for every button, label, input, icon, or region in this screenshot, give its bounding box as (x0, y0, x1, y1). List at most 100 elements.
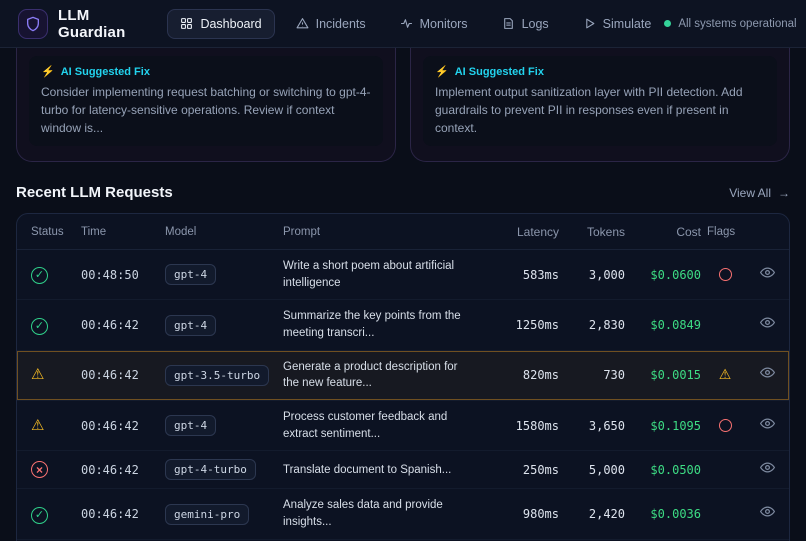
table-header-row: Status Time Model Prompt Latency Tokens … (17, 214, 789, 250)
view-all-label: View All (729, 185, 771, 200)
table-body: ✓ 00:48:50 gpt-4 Write a short poem abou… (17, 250, 789, 541)
model-cell: gemini-pro (165, 503, 283, 525)
cost-value: $0.0015 (650, 368, 701, 383)
model-badge: gpt-4 (165, 415, 217, 437)
prompt-text: Analyze sales data and provide insights.… (283, 499, 443, 529)
ai-fix-text: Consider implementing request batching o… (41, 85, 371, 135)
status-icon: × (31, 461, 48, 479)
ai-suggested-fix-box: AI Suggested Fix Consider implementing r… (29, 56, 383, 146)
view-details-eye-icon[interactable] (760, 265, 775, 280)
model-badge: gpt-4 (165, 314, 217, 336)
section-title: Recent LLM Requests (16, 184, 173, 201)
cost-value: $0.0036 (650, 507, 701, 522)
status-cell: ✓ (31, 505, 81, 524)
col-latency: Latency (516, 224, 559, 239)
nav-item-monitors[interactable]: Monitors (387, 9, 481, 39)
pulse-icon (400, 19, 412, 28)
fix-cards-row: AI Suggested Fix Consider implementing r… (0, 48, 806, 162)
ai-fix-label: AI Suggested Fix (60, 65, 150, 78)
ai-fix-label-row: AI Suggested Fix (435, 65, 765, 78)
actions-cell (749, 315, 775, 335)
tokens-value: 2,830 (588, 318, 625, 333)
model-cell: gpt-4-turbo (165, 459, 283, 481)
view-details-eye-icon[interactable] (760, 416, 775, 431)
ai-fix-label: AI Suggested Fix (454, 65, 544, 78)
col-time: Time (81, 225, 107, 238)
status-icon: ✓ (31, 267, 48, 285)
nav-item-incidents[interactable]: Incidents (283, 9, 379, 39)
ai-suggested-fix-box: AI Suggested Fix Implement output saniti… (423, 56, 777, 146)
status-icon: ✓ (31, 506, 48, 524)
table-row[interactable]: ✓ 00:46:42 gemini-pro Analyze sales data… (17, 489, 789, 540)
time-value: 00:46:42 (81, 462, 139, 477)
nav-label: Monitors (419, 16, 468, 31)
col-tokens: Tokens (586, 224, 625, 239)
time-value: 00:48:50 (81, 267, 139, 282)
shield-logo-icon (18, 8, 48, 39)
cost-value: $0.1095 (650, 418, 701, 433)
col-flags: Flags (707, 225, 736, 238)
play-icon (585, 18, 595, 29)
brand: LLM Guardian (18, 7, 125, 41)
cost-value: $0.0600 (650, 267, 701, 282)
nav-item-logs[interactable]: Logs (489, 9, 562, 39)
flags-cell (701, 417, 749, 435)
cost-value: $0.0849 (650, 318, 701, 333)
time-value: 00:46:42 (81, 418, 139, 433)
nav-label: Logs (521, 16, 549, 31)
col-prompt: Prompt (283, 225, 321, 238)
nav-item-simulate[interactable]: Simulate (570, 9, 665, 39)
actions-cell (749, 460, 775, 480)
flags-cell (701, 461, 749, 479)
table-row[interactable]: ⚠ 00:46:42 gpt-3.5-turbo Generate a prod… (17, 350, 789, 402)
col-status: Status (31, 225, 64, 238)
model-cell: gpt-4 (165, 314, 283, 336)
model-cell: gpt-4 (165, 415, 283, 437)
table-row[interactable]: ✓ 00:48:50 gpt-4 Write a short poem abou… (17, 250, 789, 301)
view-details-eye-icon[interactable] (760, 315, 775, 330)
tokens-value: 3,000 (588, 267, 625, 282)
col-cost: Cost (676, 224, 701, 239)
actions-cell (749, 504, 775, 524)
prompt-text: Write a short poem about artificial inte… (283, 260, 455, 289)
model-badge: gemini-pro (165, 503, 250, 525)
arrow-right-icon: → (778, 185, 790, 200)
status-icon: ⚠ (31, 366, 45, 384)
tokens-value: 5,000 (588, 462, 625, 477)
status-cell: × (31, 461, 81, 479)
nav-label: Incidents (315, 16, 366, 31)
table-row[interactable]: ⚠ 00:46:42 gpt-4 Process customer feedba… (17, 401, 789, 452)
view-details-eye-icon[interactable] (760, 504, 775, 519)
table-row[interactable]: ✓ 00:46:42 gpt-4 Summarize the key point… (17, 300, 789, 351)
nav-label: Simulate (602, 16, 652, 31)
table-row[interactable]: × 00:46:42 gpt-4-turbo Translate documen… (17, 451, 789, 490)
prompt-text: Generate a product description for the n… (283, 360, 458, 390)
actions-cell (749, 416, 775, 436)
system-status: All systems operational (664, 18, 797, 30)
flags-cell (701, 316, 749, 334)
top-nav-bar: LLM Guardian Dashboard Incidents Monitor… (0, 0, 806, 48)
main-nav: Dashboard Incidents Monitors Logs Simula… (167, 8, 665, 39)
prompt-text: Summarize the key points from the meetin… (283, 310, 461, 340)
view-details-eye-icon[interactable] (760, 460, 775, 475)
flag-icon: ⚠ (718, 366, 732, 383)
time-value: 00:46:42 (81, 318, 139, 333)
alert-triangle-icon (296, 18, 309, 29)
status-cell: ⚠ (31, 366, 81, 384)
model-badge: gpt-4 (165, 264, 217, 286)
app-title: LLM Guardian (58, 6, 126, 41)
latency-value: 250ms (522, 462, 559, 477)
status-dot-icon (664, 20, 672, 27)
time-value: 00:46:42 (81, 507, 139, 522)
ai-fix-text: Implement output sanitization layer with… (435, 85, 743, 135)
recent-requests-header: Recent LLM Requests View All → (16, 184, 790, 201)
latency-value: 1250ms (515, 318, 559, 333)
cost-value: $0.0500 (650, 462, 701, 477)
view-all-link[interactable]: View All → (729, 186, 790, 200)
col-model: Model (165, 225, 197, 238)
status-cell: ✓ (31, 316, 81, 335)
nav-item-dashboard[interactable]: Dashboard (167, 8, 275, 39)
tokens-value: 2,420 (588, 507, 625, 522)
sparkle-icon (435, 65, 449, 78)
view-details-eye-icon[interactable] (760, 365, 775, 380)
